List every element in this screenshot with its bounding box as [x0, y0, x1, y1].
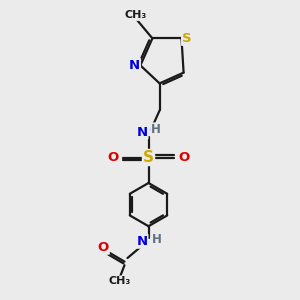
Text: S: S [143, 150, 154, 165]
Text: N: N [129, 59, 140, 72]
Text: H: H [151, 123, 161, 136]
Text: CH₃: CH₃ [108, 276, 130, 286]
Text: S: S [182, 32, 192, 45]
Text: H: H [152, 233, 162, 246]
Text: O: O [178, 151, 189, 164]
Text: N: N [136, 125, 148, 139]
Text: N: N [136, 235, 148, 248]
Text: CH₃: CH₃ [125, 10, 147, 20]
Text: O: O [108, 151, 119, 164]
Text: O: O [98, 241, 109, 254]
